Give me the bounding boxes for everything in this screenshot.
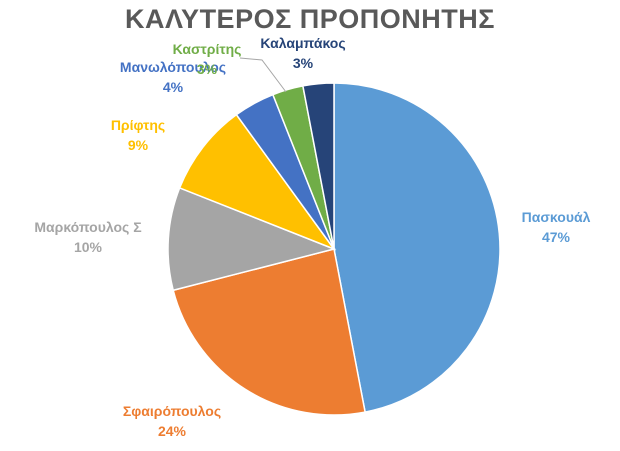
slice-label-6: Καστρίτης 3% (173, 41, 242, 77)
pie-slice-4 (178, 113, 337, 251)
slice-label-2: Σφαιρόπουλος 24% (123, 403, 221, 439)
slice-value-4: 9% (128, 137, 149, 153)
slice-label-4: Πρίφτης 9% (111, 117, 165, 153)
slice-label-1: Πασκουάλ 47% (522, 209, 591, 245)
pie-slice-3 (167, 186, 337, 292)
slice-label-3: Μαρκόπουλος Σ 10% (34, 219, 141, 255)
slice-name-1: Πασκουάλ (522, 209, 591, 225)
slice-value-6: 3% (197, 61, 218, 77)
slice-value-1: 47% (542, 229, 571, 245)
slice-name-5: Μανωλόπουλος (120, 59, 226, 75)
pie-slice-1 (333, 82, 501, 413)
slice-value-2: 24% (158, 423, 187, 439)
slice-name-2: Σφαιρόπουλος (123, 403, 221, 419)
pie-slice-2 (172, 248, 366, 416)
slice-name-7: Καλαμπάκος (260, 35, 345, 51)
slice-label-5: Μανωλόπουλος 4% (120, 59, 226, 95)
pie-slice-7 (302, 82, 335, 250)
slice-name-6: Καστρίτης (173, 41, 242, 57)
slice-value-5: 4% (163, 79, 184, 95)
slice-value-3: 10% (74, 239, 103, 255)
slice-value-7: 3% (293, 55, 314, 71)
leader-line (239, 57, 287, 93)
chart-title: ΚΑΛΥΤΕΡΟΣ ΠΡΟΠΟΝΗΤΗΣ (125, 4, 495, 34)
slice-name-4: Πρίφτης (111, 117, 165, 133)
slice-name-3: Μαρκόπουλος Σ (34, 219, 141, 235)
slice-label-7: Καλαμπάκος 3% (260, 35, 345, 71)
